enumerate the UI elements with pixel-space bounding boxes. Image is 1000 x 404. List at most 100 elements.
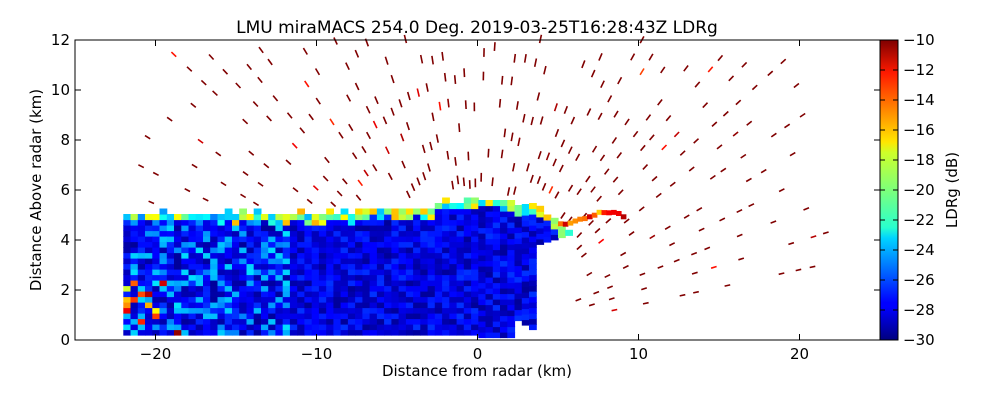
echo-cell <box>348 291 356 297</box>
noise-speckle <box>347 95 351 102</box>
echo-cell <box>160 231 168 237</box>
echo-cell <box>507 244 515 250</box>
echo-cell <box>464 253 472 259</box>
echo-cell <box>152 231 160 237</box>
echo-cell <box>355 324 363 330</box>
echo-cell <box>507 277 515 283</box>
echo-cell <box>254 308 262 314</box>
noise-speckle <box>504 129 505 138</box>
noise-speckle <box>236 83 241 88</box>
noise-speckle <box>455 157 456 166</box>
echo-cell <box>189 253 197 259</box>
echo-cell <box>486 321 494 327</box>
noise-speckle <box>531 175 534 183</box>
echo-cell <box>348 253 356 259</box>
echo-cell <box>326 214 334 220</box>
echo-cell <box>254 253 262 259</box>
echo-cell <box>312 236 320 242</box>
noise-speckle <box>605 275 610 278</box>
echo-cell <box>500 288 508 294</box>
echo-cell <box>145 330 153 336</box>
echo-cell <box>428 291 436 297</box>
echo-cell <box>406 308 414 314</box>
echo-cell <box>218 253 226 259</box>
noise-speckle <box>633 131 637 137</box>
echo-cell <box>464 291 472 297</box>
echo-cell <box>377 308 385 314</box>
echo-cell <box>210 286 218 292</box>
echo-cell <box>152 297 160 303</box>
echo-cell <box>225 231 233 237</box>
echo-cell <box>406 319 414 325</box>
echo-cell <box>145 247 153 253</box>
echo-cell <box>174 286 182 292</box>
echo-cell <box>377 242 385 248</box>
echo-cell <box>326 275 334 281</box>
noise-speckle <box>464 178 465 187</box>
echo-cell <box>275 319 283 325</box>
noise-speckle <box>601 81 604 88</box>
echo-cell <box>551 223 559 229</box>
echo-cell <box>203 253 211 259</box>
echo-cell <box>362 214 370 220</box>
echo-cell <box>428 297 436 303</box>
echo-cell <box>123 242 131 248</box>
echo-cell <box>341 242 349 248</box>
echo-cell <box>611 210 617 215</box>
echo-cell <box>529 247 537 253</box>
echo-cell <box>529 319 537 325</box>
echo-cell <box>348 324 356 330</box>
echo-cell <box>370 258 378 264</box>
echo-cell <box>428 258 436 264</box>
echo-cell <box>123 286 131 292</box>
echo-cell <box>203 231 211 237</box>
echo-cell <box>312 231 320 237</box>
echo-cell <box>297 236 305 242</box>
echo-cell <box>131 269 139 275</box>
echo-cell <box>592 213 598 218</box>
x-tick-label: 10 <box>629 345 648 363</box>
echo-cell <box>225 308 233 314</box>
echo-cell <box>406 324 414 330</box>
echo-cell <box>297 313 305 319</box>
echo-cell <box>319 247 327 253</box>
echo-cell <box>167 302 175 308</box>
echo-cell <box>189 269 197 275</box>
echo-cell <box>464 242 472 248</box>
noise-speckle <box>624 219 629 223</box>
echo-cell <box>189 225 197 231</box>
echo-cell <box>471 242 479 248</box>
echo-cell <box>362 308 370 314</box>
echo-cell <box>413 247 421 253</box>
echo-cell <box>413 231 421 237</box>
noise-speckle <box>373 165 377 171</box>
noise-speckle <box>761 170 766 173</box>
noise-speckle <box>697 208 702 211</box>
echo-cell <box>435 330 443 336</box>
echo-cell <box>131 231 139 237</box>
echo-cell <box>210 275 218 281</box>
echo-cell <box>355 286 363 292</box>
echo-cell <box>413 319 421 325</box>
echo-cell <box>304 269 312 275</box>
noise-speckle <box>355 50 358 57</box>
echo-cell <box>478 288 486 294</box>
echo-cell <box>275 291 283 297</box>
echo-cell <box>449 209 457 215</box>
echo-cell <box>189 214 197 220</box>
echo-cell <box>275 242 283 248</box>
echo-cell <box>391 269 399 275</box>
noise-speckle <box>737 210 742 213</box>
echo-cell <box>529 209 537 215</box>
echo-cell <box>428 236 436 242</box>
echo-cell <box>319 214 327 220</box>
echo-cell <box>428 269 436 275</box>
echo-cell <box>247 330 255 336</box>
echo-cell <box>247 247 255 253</box>
echo-cell <box>457 269 465 275</box>
echo-cell <box>189 330 197 336</box>
echo-cell <box>268 330 276 336</box>
echo-cell <box>290 214 298 220</box>
echo-cell <box>239 330 247 336</box>
